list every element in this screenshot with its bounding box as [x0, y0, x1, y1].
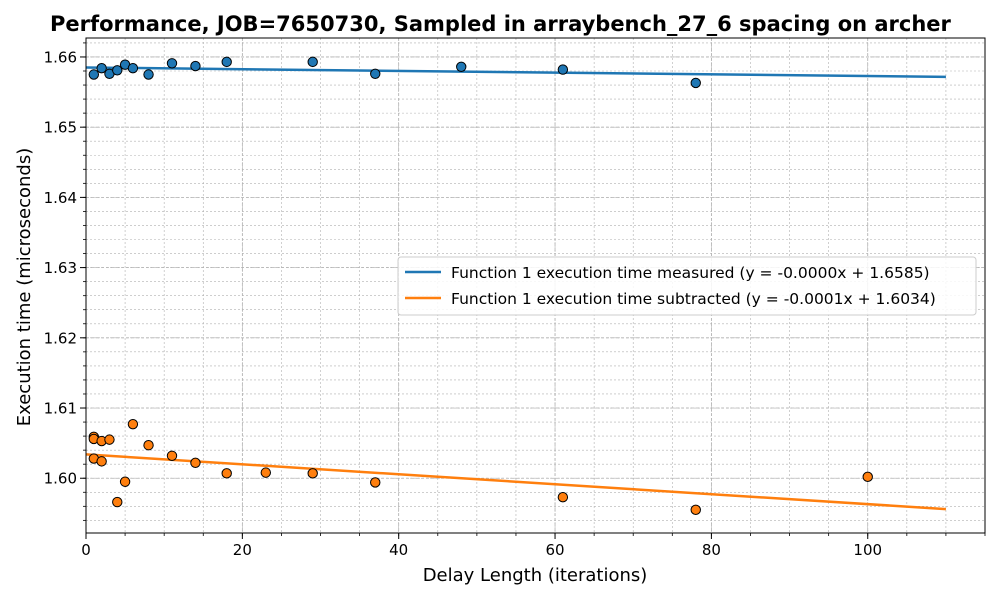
data-point-subtracted [104, 434, 115, 445]
data-point-measured [190, 60, 201, 72]
y-tick-label: 1.65 [44, 119, 77, 137]
y-tick-label: 1.64 [44, 189, 77, 207]
legend-box [397, 256, 977, 316]
y-tick-label: 1.61 [44, 400, 77, 418]
y-tick-label: 1.66 [44, 48, 77, 66]
chart-title: Performance, JOB=7650730, Sampled in arr… [50, 12, 952, 36]
data-point-measured [166, 58, 178, 69]
data-point-measured [557, 64, 569, 75]
data-point-measured [127, 62, 139, 74]
data-point-subtracted [96, 456, 107, 467]
data-point-measured [307, 56, 318, 68]
data-point-subtracted [127, 418, 139, 430]
data-point-subtracted [862, 471, 873, 483]
x-tick-label: 60 [545, 541, 564, 559]
data-point-subtracted [190, 457, 201, 468]
data-point-measured [456, 61, 467, 72]
data-point-subtracted [112, 496, 123, 508]
x-tick-label: 80 [702, 541, 721, 559]
y-tick-label: 1.62 [44, 329, 77, 347]
legend-label-measured: Function 1 execution time measured (y = … [451, 264, 930, 282]
data-point-subtracted [166, 450, 178, 461]
grid [85, 38, 986, 533]
y-axis-label: Execution time (microseconds) [14, 148, 35, 427]
data-point-measured [221, 56, 232, 68]
fit-line-measured [85, 66, 946, 79]
fit-lines [85, 66, 946, 511]
data-point-subtracted [221, 468, 232, 479]
x-tick-label: 100 [853, 541, 882, 559]
y-tick-label: 1.60 [44, 470, 77, 488]
data-point-measured [96, 62, 107, 74]
legend: Function 1 execution time measured (y = … [397, 256, 977, 316]
legend-label-subtracted: Function 1 execution time subtracted (y … [451, 290, 936, 308]
data-point-subtracted [690, 504, 701, 516]
data-point-measured [370, 68, 381, 80]
data-point-subtracted [119, 476, 131, 487]
x-tick-label: 20 [233, 541, 252, 559]
data-point-measured [88, 69, 100, 80]
data-point-subtracted [370, 477, 381, 488]
data-points [88, 56, 873, 516]
data-point-subtracted [307, 468, 318, 479]
data-point-measured [690, 77, 701, 89]
fit-line-subtracted [85, 453, 946, 511]
x-tick-label: 0 [81, 541, 91, 559]
plot-area-frame [85, 37, 986, 534]
data-point-measured [143, 69, 154, 80]
data-point-subtracted [557, 491, 569, 503]
data-point-subtracted [143, 440, 154, 451]
y-tick-label: 1.63 [44, 259, 77, 277]
x-axis-label: Delay Length (iterations) [423, 565, 648, 586]
axis-ticks: 0 20 40 60 80 100 1.60 1.61 1.62 1.63 1.64 1.65 1.66 [44, 42, 986, 559]
data-point-subtracted [260, 467, 271, 478]
data-point-measured [112, 65, 123, 76]
x-tick-label: 40 [389, 541, 408, 559]
